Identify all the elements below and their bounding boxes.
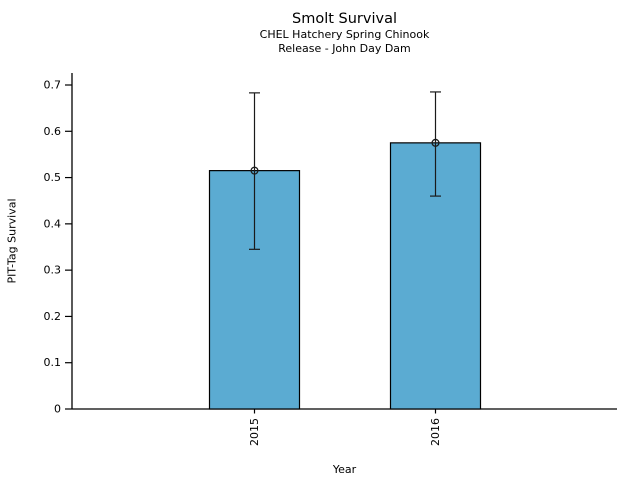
y-tick-label-0.5: 0.5 [44, 171, 62, 184]
y-tick-label-0.2: 0.2 [44, 310, 62, 323]
y-tick-label-0.3: 0.3 [44, 264, 62, 277]
title-block: Smolt Survival CHEL Hatchery Spring Chin… [72, 10, 617, 56]
x-tick-label-2015: 2015 [248, 418, 261, 446]
y-tick-label-0.6: 0.6 [44, 125, 62, 138]
marker-2016 [431, 138, 440, 147]
chart-subtitle-line1: CHEL Hatchery Spring Chinook [259, 28, 430, 42]
y-tick-label-0.1: 0.1 [44, 356, 62, 369]
chart-title: Smolt Survival [292, 11, 397, 27]
y-axis-label: PIT-Tag Survival [5, 198, 19, 284]
y-tick-label-0.7: 0.7 [44, 79, 62, 92]
marker-2015 [250, 166, 259, 175]
x-axis-label: Year [332, 463, 357, 476]
x-tick-label-2016: 2016 [429, 418, 442, 446]
y-tick-label-0.4: 0.4 [44, 217, 62, 230]
chart-subtitle-line2: Release - John Day Dam [278, 41, 411, 55]
y-tick-label-0: 0 [54, 403, 61, 416]
